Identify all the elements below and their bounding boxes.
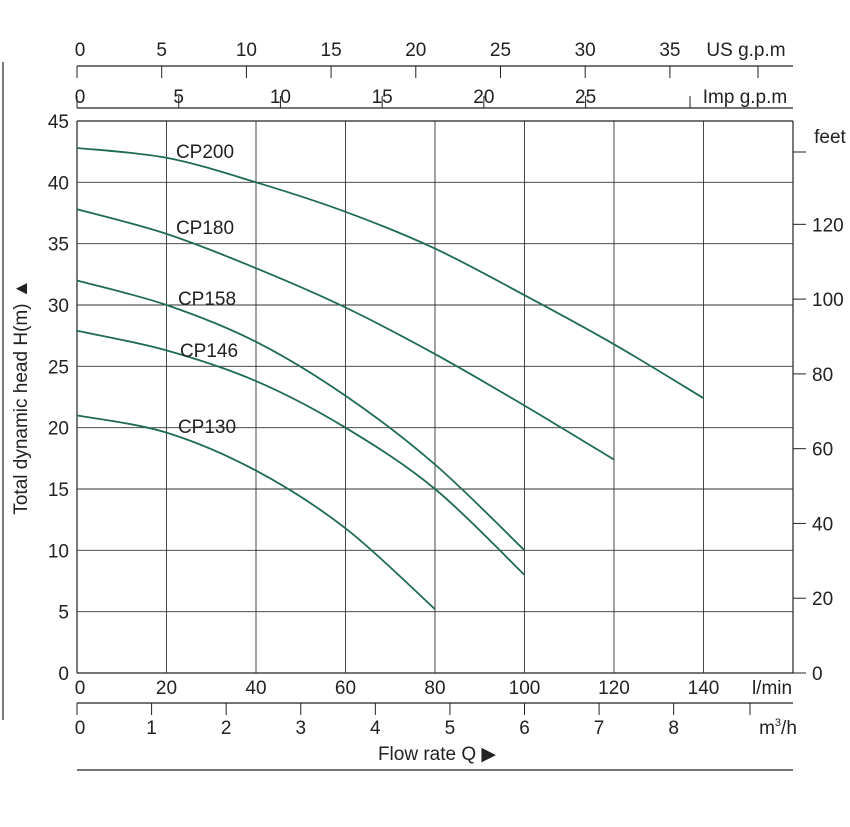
imp-gpm-tick-label: 5 <box>173 87 184 108</box>
curve-cp146 <box>76 329 526 576</box>
series-label-cp158: CP158 <box>178 289 236 310</box>
y-tick-label: 15 <box>48 480 69 501</box>
series-label-cp130: CP130 <box>178 417 236 438</box>
m3h-tick-label: 7 <box>594 718 605 739</box>
x-tick-label: 140 <box>688 678 720 699</box>
m3h-tick-label: 6 <box>519 718 530 739</box>
feet-tick-label: 80 <box>812 365 833 386</box>
us-gpm-tick-label: 0 <box>75 40 86 61</box>
us-gpm-tick-label: 25 <box>490 40 511 61</box>
m3h-tick-label: 3 <box>295 718 306 739</box>
y-tick-label: 20 <box>48 419 69 440</box>
feet-tick-label: 60 <box>812 440 833 461</box>
feet-tick-label: 100 <box>812 290 844 311</box>
x-tick-label: 100 <box>509 678 541 699</box>
feet-tick-label: 120 <box>812 215 844 236</box>
imp-gpm-tick-label: 15 <box>372 87 393 108</box>
y-tick-label: 5 <box>58 603 69 624</box>
us-gpm-tick-label: 15 <box>321 40 342 61</box>
x-tick-label: 60 <box>335 678 356 699</box>
curve-cp158 <box>76 279 526 551</box>
series-label-cp200: CP200 <box>176 142 234 163</box>
us-gpm-unit-label: US g.p.m <box>706 40 785 61</box>
us-gpm-tick-label: 30 <box>575 40 596 61</box>
y-tick-label: 0 <box>58 664 69 685</box>
x-tick-label: 40 <box>245 678 266 699</box>
series-label-cp180: CP180 <box>176 218 234 239</box>
feet-tick-label: 40 <box>812 514 833 535</box>
m3h-tick-label: 0 <box>75 718 86 739</box>
imp-gpm-tick-label: 10 <box>270 87 291 108</box>
x-tick-label: 80 <box>424 678 445 699</box>
y-tick-label: 10 <box>48 541 69 562</box>
us-gpm-tick-label: 20 <box>405 40 426 61</box>
y-tick-label: 40 <box>48 173 69 194</box>
m3h-tick-label: 2 <box>221 718 232 739</box>
imp-gpm-tick-label: 20 <box>473 87 494 108</box>
y-tick-label: 25 <box>48 357 69 378</box>
us-gpm-tick-label: 35 <box>659 40 680 61</box>
y-tick-label: 35 <box>48 235 69 256</box>
x-tick-label: 20 <box>156 678 177 699</box>
m3h-tick-label: 1 <box>146 718 157 739</box>
x-tick-label: 0 <box>75 678 86 699</box>
curve-cp180 <box>76 208 615 461</box>
m3h-tick-label: 4 <box>370 718 381 739</box>
m3h-unit-label: m3/h <box>759 717 797 739</box>
feet-unit-label: feet <box>814 127 846 148</box>
imp-gpm-unit-label: Imp g.p.m <box>703 87 787 108</box>
feet-tick-label: 20 <box>812 589 833 610</box>
m3h-tick-label: 5 <box>445 718 456 739</box>
curve-cp200 <box>76 147 704 399</box>
y-axis-title: Total dynamic head H(m) ▲ <box>11 279 32 514</box>
curve-cp130 <box>76 414 436 610</box>
x-tick-label: 120 <box>598 678 630 699</box>
imp-gpm-tick-label: 25 <box>575 87 596 108</box>
m3h-tick-label: 8 <box>668 718 679 739</box>
y-tick-label: 30 <box>48 296 69 317</box>
imp-gpm-tick-label: 0 <box>75 87 86 108</box>
x-axis-title: Flow rate Q ▶ <box>378 744 496 765</box>
x-unit-label: l/min <box>752 678 792 699</box>
us-gpm-tick-label: 10 <box>236 40 257 61</box>
feet-tick-label: 0 <box>812 664 823 685</box>
series-label-cp146: CP146 <box>180 341 238 362</box>
us-gpm-tick-label: 5 <box>156 40 167 61</box>
y-tick-label: 45 <box>48 112 69 133</box>
